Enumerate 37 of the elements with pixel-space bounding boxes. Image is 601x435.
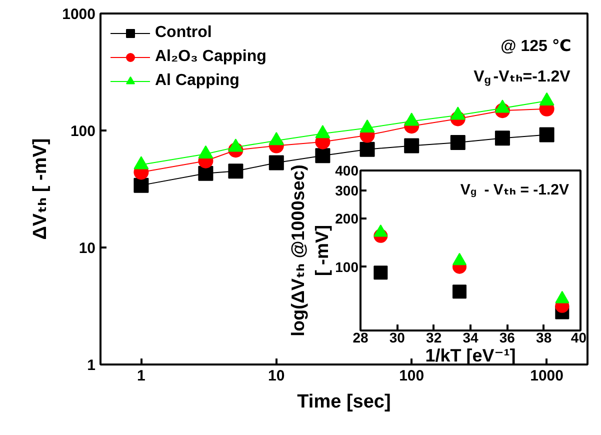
x-tick-label: 40 (570, 330, 587, 346)
point (374, 266, 388, 280)
legend-label: Al₂O₃ Capping (155, 48, 266, 66)
point (539, 127, 554, 142)
annotation: Vg - Vₜₕ = -1.2V (460, 182, 570, 199)
x-tick-label: 34 (462, 330, 478, 346)
y-tick-label: 100 (70, 123, 96, 140)
y-tick-label: 200 (335, 210, 359, 227)
x-tick-label: 32 (426, 330, 442, 346)
point (315, 148, 330, 164)
x-tick-label: 38 (536, 330, 552, 346)
y-tick-label: 10 (78, 240, 96, 257)
y-tick-label: 100 (335, 258, 359, 275)
y-tick-label: 400 (335, 162, 359, 178)
x-tick-label: 28 (352, 330, 368, 346)
point (494, 130, 510, 146)
y-tick-label: 1 (87, 357, 96, 374)
point (360, 142, 375, 157)
x-tick-label: 30 (389, 330, 406, 346)
x-tick-label: 10 (268, 368, 285, 384)
legend-label: Al Capping (155, 72, 240, 90)
x-tick-label: 100 (399, 368, 424, 384)
x-axis-title: Time [sec] (297, 392, 391, 412)
x-tick-label: 1000 (530, 368, 564, 384)
x-tick-label: 36 (499, 330, 516, 346)
y-axis-title: log(ΔVₜₕ @1000sec) [ -mV] (288, 164, 332, 336)
y-axis-title: ΔVₜₕ [ -mV] (30, 138, 52, 240)
legend-label: Control (155, 24, 212, 42)
point (404, 138, 420, 154)
y-tick-label: 1000 (62, 6, 96, 23)
y-tick-label: 300 (335, 182, 359, 198)
point (134, 178, 149, 193)
point (268, 155, 284, 170)
point (450, 134, 466, 150)
annotation: @ 125 ℃ (500, 38, 572, 56)
point (452, 284, 466, 299)
x-tick-label: 1 (137, 368, 146, 384)
